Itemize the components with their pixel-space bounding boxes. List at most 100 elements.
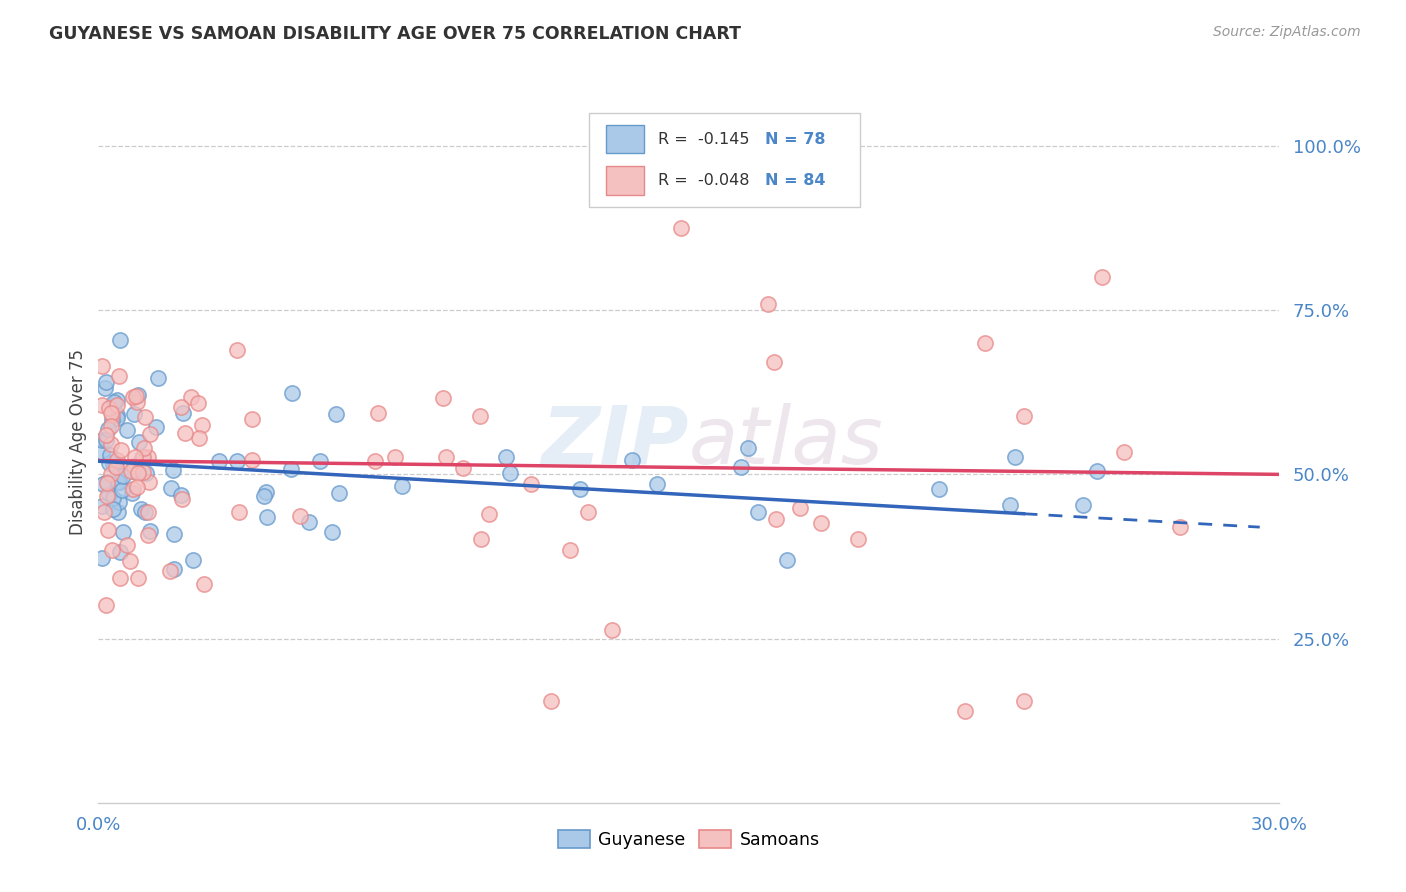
Text: R =  -0.145: R = -0.145 bbox=[658, 132, 749, 146]
Point bbox=[1071, 498, 1094, 512]
Point bbox=[160, 481, 183, 495]
Point bbox=[100, 418, 122, 433]
Point bbox=[669, 221, 692, 235]
Point bbox=[122, 407, 145, 421]
Point bbox=[170, 488, 193, 502]
Point bbox=[191, 418, 214, 433]
Point bbox=[846, 532, 869, 546]
Legend: Guyanese, Samoans: Guyanese, Samoans bbox=[551, 823, 827, 855]
Point bbox=[134, 441, 156, 455]
Point bbox=[93, 505, 115, 519]
Point bbox=[1004, 450, 1026, 465]
Point bbox=[470, 532, 492, 546]
Point bbox=[180, 390, 202, 404]
Point bbox=[124, 450, 146, 464]
Point bbox=[645, 477, 668, 491]
Point bbox=[91, 445, 114, 459]
Point bbox=[1112, 445, 1135, 459]
Point bbox=[108, 571, 131, 585]
Point bbox=[108, 495, 131, 509]
Point bbox=[122, 390, 145, 404]
Point bbox=[131, 450, 153, 465]
Point bbox=[104, 460, 127, 475]
Point bbox=[105, 398, 128, 412]
Text: Source: ZipAtlas.com: Source: ZipAtlas.com bbox=[1213, 25, 1361, 39]
Point bbox=[789, 501, 811, 516]
Point bbox=[127, 571, 149, 585]
Point bbox=[121, 482, 143, 496]
Point bbox=[107, 475, 129, 490]
Point bbox=[253, 489, 276, 503]
Point bbox=[139, 427, 162, 442]
Point bbox=[163, 562, 186, 576]
Point bbox=[93, 381, 115, 395]
FancyBboxPatch shape bbox=[606, 125, 644, 153]
Point bbox=[105, 411, 128, 425]
Y-axis label: Disability Age Over 75: Disability Age Over 75 bbox=[69, 349, 87, 534]
Point bbox=[226, 343, 249, 358]
Point bbox=[146, 371, 169, 385]
Text: GUYANESE VS SAMOAN DISABILITY AGE OVER 75 CORRELATION CHART: GUYANESE VS SAMOAN DISABILITY AGE OVER 7… bbox=[49, 25, 741, 43]
Point bbox=[187, 395, 209, 409]
Point bbox=[730, 460, 752, 475]
Point bbox=[117, 423, 139, 437]
Point bbox=[225, 454, 247, 468]
Point bbox=[162, 463, 184, 477]
Point bbox=[928, 483, 950, 497]
Point bbox=[112, 525, 135, 540]
Point bbox=[240, 453, 263, 467]
Point bbox=[129, 502, 152, 516]
Point bbox=[91, 477, 114, 491]
Point bbox=[187, 431, 209, 445]
Point bbox=[136, 450, 159, 464]
Point bbox=[91, 434, 114, 448]
Point bbox=[181, 552, 204, 566]
Point bbox=[101, 502, 124, 516]
Point bbox=[308, 453, 330, 467]
Point bbox=[747, 505, 769, 519]
Point bbox=[121, 485, 143, 500]
Point bbox=[321, 524, 343, 539]
Point bbox=[298, 515, 321, 529]
Point bbox=[110, 333, 132, 347]
Point bbox=[145, 420, 167, 434]
Point bbox=[94, 434, 117, 448]
Point bbox=[97, 523, 120, 537]
Text: N = 84: N = 84 bbox=[765, 173, 825, 188]
Point bbox=[108, 475, 131, 489]
Point bbox=[103, 394, 125, 409]
Point bbox=[391, 479, 413, 493]
Point bbox=[172, 406, 194, 420]
Text: ZIP: ZIP bbox=[541, 402, 689, 481]
FancyBboxPatch shape bbox=[589, 112, 860, 207]
Point bbox=[110, 442, 132, 457]
Point bbox=[254, 485, 277, 500]
Point bbox=[136, 505, 159, 519]
Point bbox=[569, 482, 592, 496]
Point bbox=[1168, 519, 1191, 533]
Point bbox=[100, 467, 122, 482]
Point bbox=[193, 576, 215, 591]
Point bbox=[138, 475, 160, 490]
Point bbox=[136, 528, 159, 542]
Point bbox=[98, 448, 121, 462]
Point bbox=[101, 543, 124, 558]
Point bbox=[453, 461, 475, 475]
Point bbox=[131, 465, 153, 479]
Point bbox=[107, 505, 129, 519]
Point bbox=[520, 476, 543, 491]
Point bbox=[134, 410, 156, 425]
Point bbox=[953, 704, 976, 718]
Point bbox=[91, 550, 114, 565]
Point bbox=[207, 454, 229, 468]
Point bbox=[328, 485, 350, 500]
Point bbox=[94, 598, 117, 612]
Point bbox=[108, 369, 131, 384]
Point bbox=[621, 453, 644, 467]
Point bbox=[100, 406, 122, 420]
Point bbox=[91, 398, 114, 412]
Point bbox=[470, 409, 492, 423]
Point bbox=[174, 426, 197, 441]
Point bbox=[111, 468, 134, 483]
Point bbox=[776, 553, 799, 567]
